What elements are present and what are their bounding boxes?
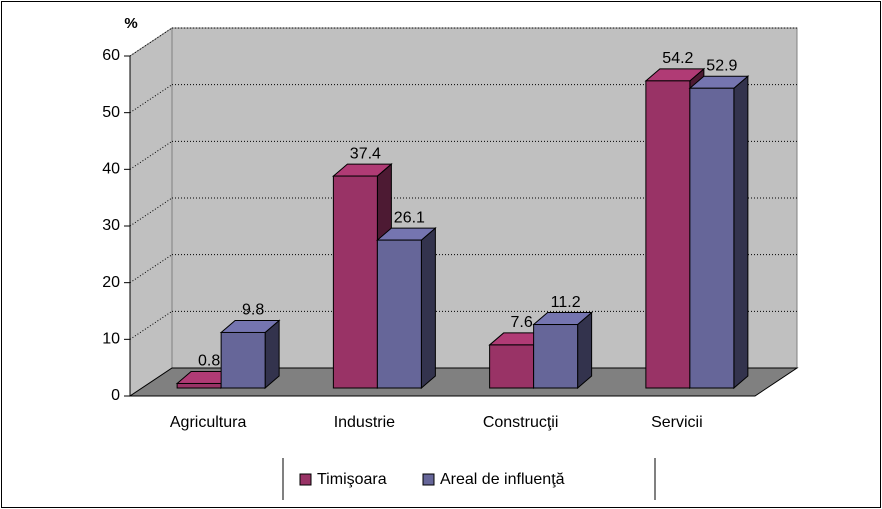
bar [533,324,579,389]
bar-side [733,75,749,390]
grid-line-side [129,140,173,170]
y-tick-label: 0 [111,387,120,404]
x-tick-label: Construcţii [483,414,559,431]
grid-line-side [129,197,173,227]
bar [376,239,422,389]
y-tick-label: 30 [102,217,120,234]
data-label: 26.1 [394,209,425,226]
grid-line-side [129,84,173,114]
data-label: 7.6 [511,314,533,331]
y-tick-label: 50 [102,104,120,121]
bar [220,331,266,389]
y-tick-label: 20 [102,274,120,291]
x-tick-label: Agricultura [170,414,247,431]
floor [128,367,799,397]
data-label: 37.4 [350,145,381,162]
bar-side [420,227,436,390]
legend-swatch [299,473,312,486]
y-tick-label: 60 [102,47,120,64]
legend-swatch [422,473,435,486]
legend-label: Timişoara [317,471,387,488]
side-wall [129,27,173,397]
grid-line-side [129,310,173,340]
x-tick-label: Industrie [334,414,395,431]
y-tick-label: 40 [102,161,120,178]
bar [176,382,222,389]
bar [689,87,735,389]
grid-line-side [129,254,173,284]
bar [645,80,691,389]
legend-label: Areal de influenţă [440,471,565,488]
bar [332,175,378,389]
bar [489,344,535,389]
grid-line-side [129,27,173,57]
y-axis-label: % [124,15,137,32]
data-label: 11.2 [551,294,581,311]
data-label: 54.2 [662,50,693,67]
bar-side [577,311,593,390]
x-tick-label: Servicii [651,414,703,431]
data-label: 0.8 [198,353,220,370]
data-label: 52.9 [706,57,737,74]
y-tick-label: 10 [102,331,120,348]
data-label: 9.8 [242,302,264,319]
